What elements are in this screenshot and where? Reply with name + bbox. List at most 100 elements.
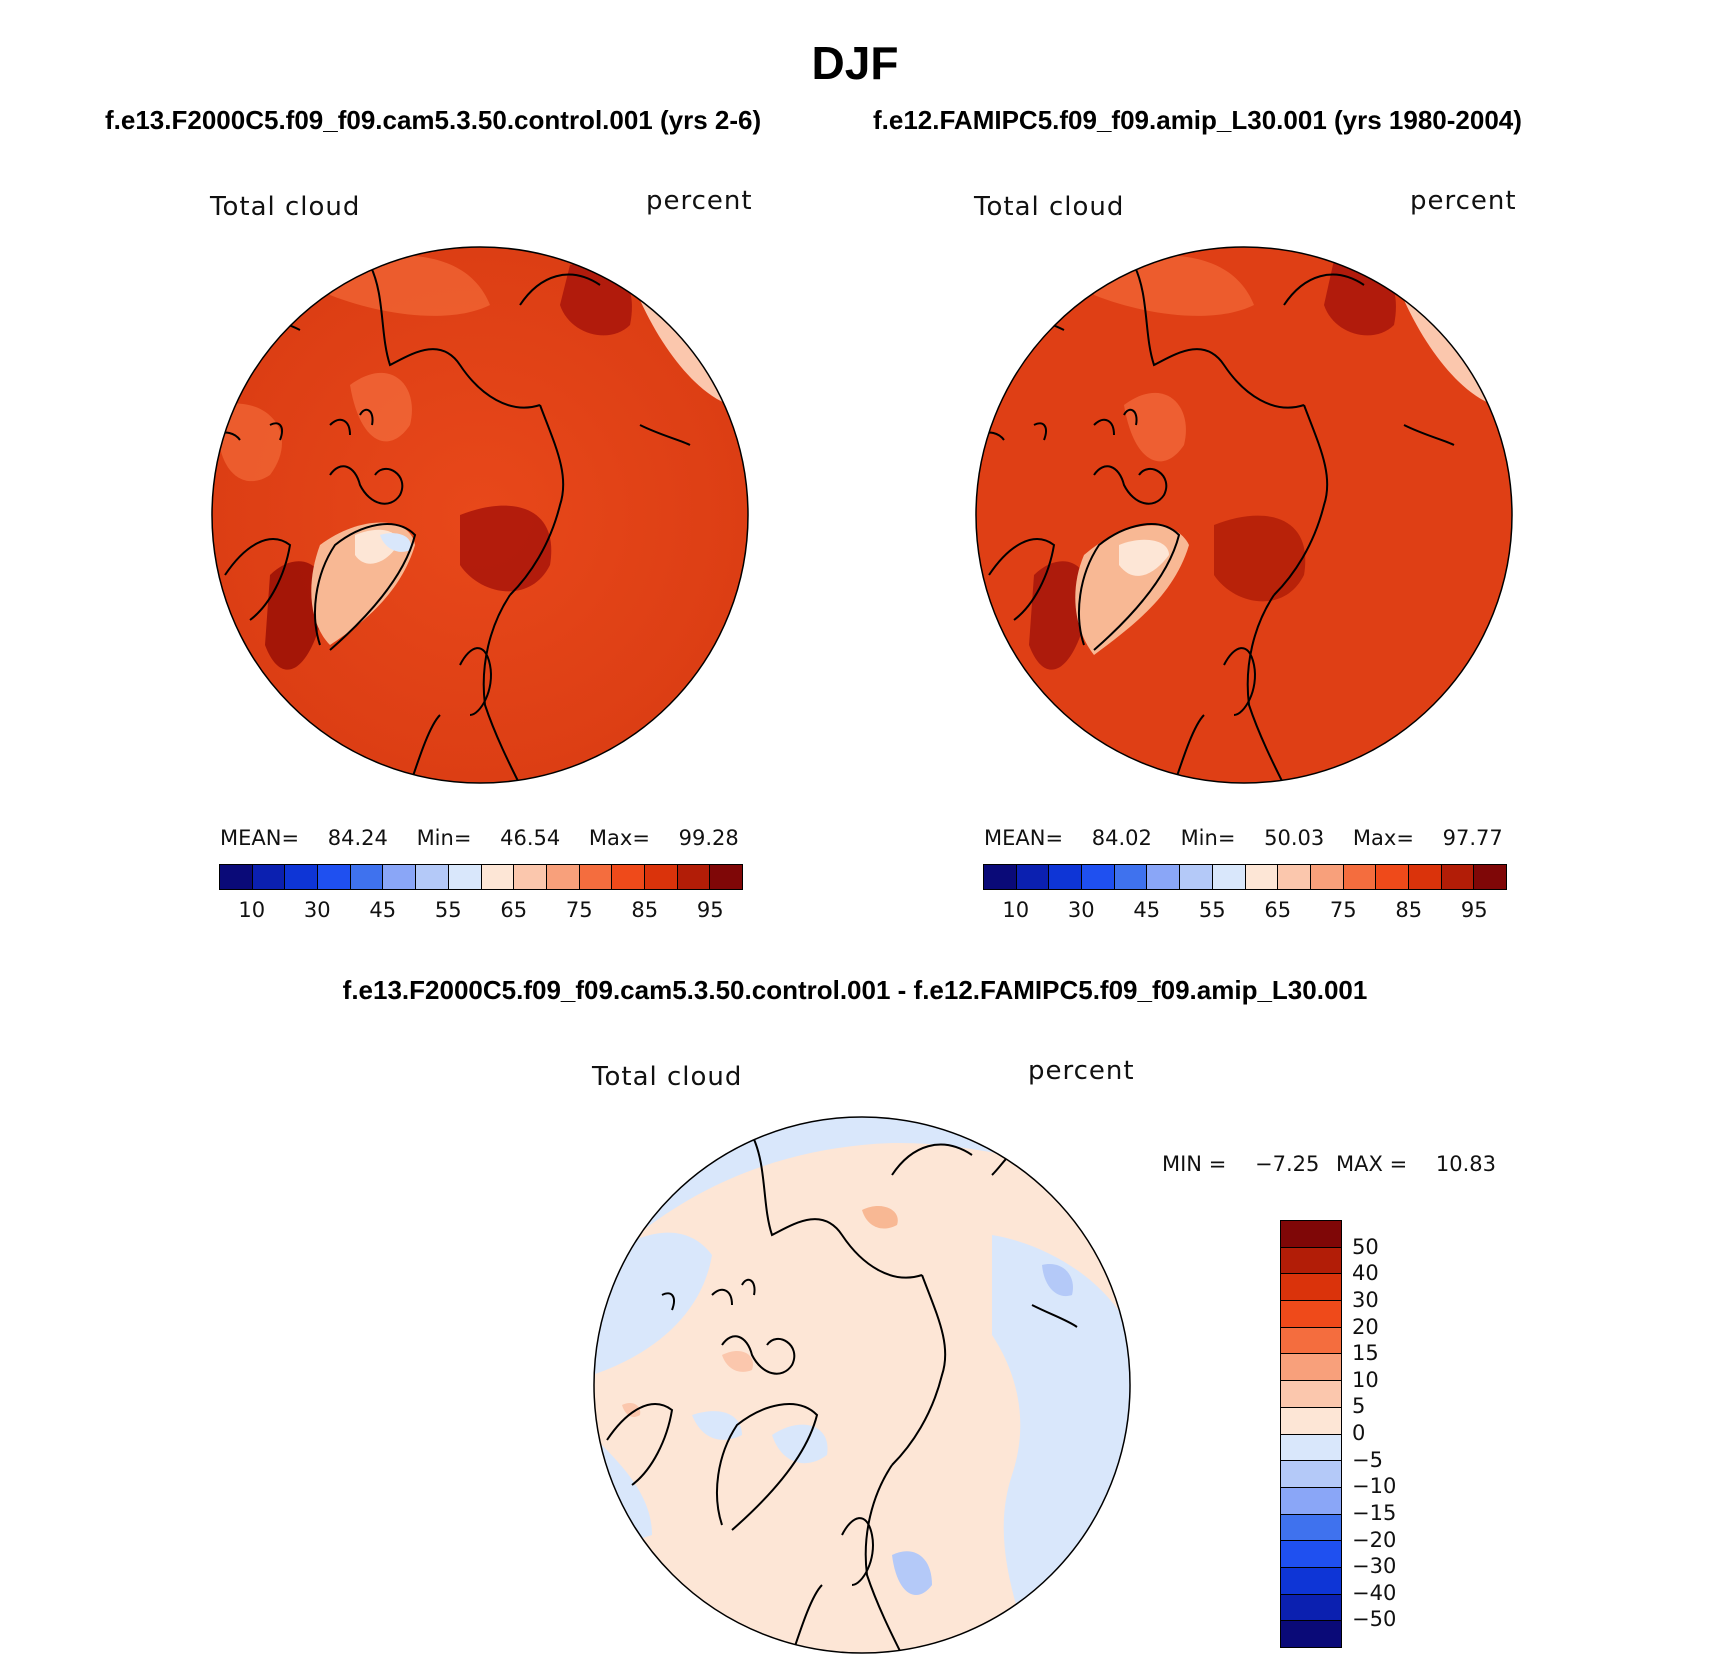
- panel2-min-label: Min=: [1180, 826, 1236, 850]
- colorbar-swatch: [612, 865, 645, 889]
- colorbar-swatch: [1441, 865, 1475, 889]
- colorbar-swatch: [1474, 865, 1506, 889]
- colorbar-swatch: [677, 865, 711, 889]
- colorbar-swatch: [644, 865, 678, 889]
- panel1-min-value: 46.54: [500, 826, 561, 850]
- panel1-mean-value: 84.24: [327, 826, 388, 850]
- colorbar-tick-label: −30: [1352, 1554, 1397, 1579]
- colorbar-tick-label: 75: [1329, 898, 1357, 922]
- colorbar-swatch: [546, 865, 580, 889]
- colorbar-swatch: [1281, 1354, 1341, 1382]
- colorbar-swatch: [448, 865, 482, 889]
- colorbar-swatch: [1114, 865, 1148, 889]
- colorbar-tick-label: 10: [1002, 898, 1030, 922]
- colorbar-swatch: [1281, 1274, 1341, 1302]
- colorbar-swatch: [481, 865, 515, 889]
- colorbar-swatch: [1245, 865, 1279, 889]
- colorbar-swatch: [1310, 865, 1344, 889]
- panel1-max-value: 99.28: [678, 826, 739, 850]
- colorbar-swatch: [1376, 865, 1409, 889]
- colorbar-swatch: [383, 865, 417, 889]
- colorbar-swatch: [1281, 1434, 1341, 1462]
- panel1-max-label: Max=: [588, 826, 650, 850]
- colorbar-swatch: [1281, 1567, 1341, 1595]
- panel2-min-value: 50.03: [1264, 826, 1325, 850]
- colorbar-tick-label: 15: [1352, 1341, 1379, 1366]
- colorbar-tick-label: 95: [696, 898, 724, 922]
- colorbar-swatch: [1281, 1514, 1341, 1542]
- diff-max-label: MAX =: [1336, 1152, 1408, 1176]
- colorbar-tick-label: 50: [1352, 1234, 1379, 1259]
- polar-map-difference: [593, 1116, 1131, 1654]
- colorbar-swatch: [579, 865, 613, 889]
- colorbar-swatch: [1016, 865, 1050, 889]
- colorbar-amip: 10 30 45 55 65 75 85 95: [983, 864, 1507, 922]
- panel2-mean-label: MEAN=: [984, 826, 1064, 850]
- colorbar-swatch: [416, 865, 449, 889]
- colorbar-tick-label: 45: [369, 898, 397, 922]
- colorbar-tick-label: 5: [1352, 1394, 1366, 1419]
- colorbar-swatch: [252, 865, 286, 889]
- colorbar-swatch: [1281, 1407, 1341, 1435]
- colorbar-tick-label: 75: [565, 898, 593, 922]
- panel1-variable-label: Total cloud: [210, 192, 361, 222]
- colorbar-tick-label: 95: [1460, 898, 1488, 922]
- colorbar-tick-label: 45: [1133, 898, 1161, 922]
- panel2-mean-value: 84.02: [1091, 826, 1152, 850]
- colorbar-amip-ticks: 10 30 45 55 65 75 85 95: [983, 890, 1507, 922]
- panel1-min-label: Min=: [416, 826, 472, 850]
- colorbar-tick-label: 40: [1352, 1261, 1379, 1286]
- panel1-stats: MEAN= 84.24 Min= 46.54 Max= 99.28: [220, 826, 739, 850]
- panel1-mean-label: MEAN=: [220, 826, 300, 850]
- colorbar-tick-label: −20: [1352, 1527, 1397, 1552]
- colorbar-tick-label: 30: [1067, 898, 1095, 922]
- colorbar-swatch: [1281, 1327, 1341, 1355]
- colorbar-swatch: [285, 865, 319, 889]
- colorbar-swatch: [1082, 865, 1115, 889]
- colorbar-difference: 50 40 30 20 15 10 5 0 −5 −10 −15 −20 −30 −40 −50: [1280, 1220, 1420, 1652]
- colorbar-tick-label: 30: [303, 898, 331, 922]
- diff-variable-label: Total cloud: [592, 1062, 743, 1092]
- colorbar-swatch: [1147, 865, 1181, 889]
- colorbar-tick-label: −5: [1352, 1447, 1383, 1472]
- colorbar-tick-label: −50: [1352, 1607, 1397, 1632]
- colorbar-swatch: [1049, 865, 1083, 889]
- diff-min-label: MIN =: [1162, 1152, 1227, 1176]
- colorbar-swatch: [318, 865, 351, 889]
- colorbar-swatch: [1281, 1621, 1341, 1647]
- colorbar-tick-label: −10: [1352, 1474, 1397, 1499]
- colorbar-swatch: [1281, 1594, 1341, 1622]
- colorbar-tick-label: −15: [1352, 1500, 1397, 1525]
- panel2-max-value: 97.77: [1442, 826, 1503, 850]
- polar-map-control: [211, 246, 749, 784]
- colorbar-swatch: [1281, 1221, 1341, 1248]
- difference-subtitle: f.e13.F2000C5.f09_f09.cam5.3.50.control.…: [342, 975, 1368, 1005]
- colorbar-tick-label: 20: [1352, 1314, 1379, 1339]
- colorbar-difference-swatches: [1280, 1220, 1342, 1648]
- colorbar-swatch: [1281, 1461, 1341, 1488]
- colorbar-swatch: [1278, 865, 1311, 889]
- colorbar-swatch: [1212, 865, 1246, 889]
- colorbar-tick-label: 65: [500, 898, 528, 922]
- colorbar-swatch: [1343, 865, 1377, 889]
- colorbar-swatch: [514, 865, 547, 889]
- colorbar-tick-label: 55: [1198, 898, 1226, 922]
- polar-map-amip: [975, 246, 1513, 784]
- colorbar-tick-label: 30: [1352, 1287, 1379, 1312]
- diff-min-value: −7.25: [1254, 1152, 1320, 1176]
- colorbar-swatch: [1281, 1247, 1341, 1275]
- colorbar-tick-label: 55: [434, 898, 462, 922]
- colorbar-tick-label: 85: [631, 898, 659, 922]
- colorbar-swatch: [220, 865, 253, 889]
- colorbar-tick-label: 10: [238, 898, 266, 922]
- colorbar-swatch: [350, 865, 384, 889]
- colorbar-control: 10 30 45 55 65 75 85 95: [219, 864, 743, 922]
- colorbar-swatch: [1281, 1541, 1341, 1568]
- colorbar-swatch: [1408, 865, 1442, 889]
- colorbar-swatch: [1281, 1487, 1341, 1515]
- diff-max-value: 10.83: [1435, 1152, 1496, 1176]
- colorbar-swatch: [1281, 1301, 1341, 1328]
- panel1-units-label: percent: [646, 186, 753, 216]
- left-case-subtitle: f.e13.F2000C5.f09_f09.cam5.3.50.control.…: [105, 105, 762, 135]
- colorbar-tick-label: −40: [1352, 1580, 1397, 1605]
